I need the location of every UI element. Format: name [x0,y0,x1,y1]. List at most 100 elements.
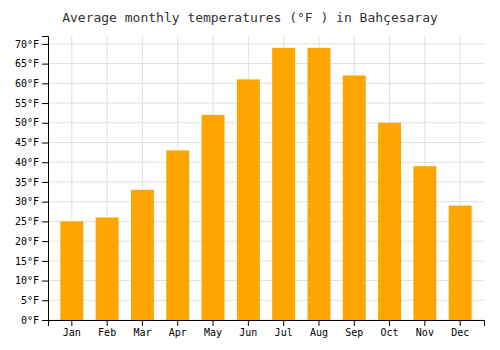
y-tick-mark [42,123,48,124]
y-tick-mark [42,182,48,183]
y-tick: 20°F [15,236,48,247]
x-tick-label: Sep [345,327,363,338]
y-tick-label: 40°F [15,157,39,168]
y-tick: 30°F [15,196,48,207]
x-tick-mark [354,320,355,326]
bar [343,75,366,320]
x-tick-label: Jun [239,327,257,338]
y-tick: 60°F [15,78,48,89]
y-axis: 0°F 5°F 10°F 15°F 20°F 25°F 30°F 35°F 40°F 45°F 50… [15,37,49,326]
x-tick: Oct [381,320,399,338]
y-tick-mark [42,44,48,45]
x-axis-line [49,321,485,327]
y-tick-mark [42,103,48,104]
y-tick: 10°F [15,275,48,286]
x-tick-label: Feb [98,327,116,338]
plot: 0°F 5°F 10°F 15°F 20°F 25°F 30°F 35°F 40°F 45°F 50… [15,36,485,338]
y-tick: 45°F [15,137,48,148]
bar [202,115,225,320]
title: Average monthly temperatures (°F ) in Ba… [62,10,438,25]
x-tick: Sep [345,320,363,338]
y-tick-label: 25°F [15,216,39,227]
y-tick-label: 65°F [15,58,39,69]
y-tick: 25°F [15,216,48,227]
x-tick-mark [177,320,178,326]
bar [413,166,436,320]
chart-container: 0°F 5°F 10°F 15°F 20°F 25°F 30°F 35°F 40°F 45°F 50… [0,0,500,350]
y-tick-mark [42,221,48,222]
y-axis-line [42,37,49,321]
x-tick-mark [213,320,214,326]
y-tick-label: 70°F [15,39,39,50]
y-tick: 55°F [15,98,48,109]
y-tick-label: 15°F [15,256,39,267]
x-tick-mark [283,320,284,326]
grid-line-y [48,43,484,44]
y-tick-label: 10°F [15,275,39,286]
x-tick-label: Apr [169,327,187,338]
x-tick: Feb [98,320,116,338]
x-tick-label: Jul [275,327,293,338]
y-tick: 15°F [15,256,48,267]
bar [60,221,83,320]
chart-svg: 0°F 5°F 10°F 15°F 20°F 25°F 30°F 35°F 40°F 45°F 50… [0,0,500,350]
x-tick: Aug [310,320,328,338]
y-tick: 35°F [15,177,48,188]
grid-line-y [48,122,484,123]
x-tick-mark [460,320,461,326]
y-tick-label: 30°F [15,196,39,207]
x-tick-label: Nov [416,327,434,338]
x-tick-label: May [204,327,222,338]
y-tick-mark [42,281,48,282]
bar [237,79,260,320]
y-tick-mark [42,83,48,84]
y-tick: 40°F [15,157,48,168]
x-tick-mark [107,320,108,326]
y-tick-mark [42,320,48,321]
grid-line-y [48,63,484,64]
grid-line-y [48,142,484,143]
x-tick-mark [318,320,319,326]
y-tick-mark [42,143,48,144]
y-tick-mark [42,261,48,262]
y-tick-label: 60°F [15,78,39,89]
y-tick-label: 55°F [15,98,39,109]
x-tick-mark [389,320,390,326]
grid [48,36,484,320]
bar [449,206,472,320]
x-tick: Mar [133,320,151,338]
x-tick: Jul [275,320,293,338]
x-tick-label: Oct [381,327,399,338]
grid-line-y [48,103,484,104]
grid-line-y [48,83,484,84]
bar [166,150,189,320]
y-tick: 70°F [15,39,48,50]
y-tick-mark [42,64,48,65]
x-tick: Jan [63,320,81,338]
y-tick-label: 45°F [15,137,39,148]
y-tick-label: 0°F [21,315,39,326]
x-tick-mark [248,320,249,326]
x-tick-mark [142,320,143,326]
y-tick: 50°F [15,117,48,128]
y-tick-label: 50°F [15,117,39,128]
bar [272,48,295,320]
x-tick: Nov [416,320,434,338]
y-tick-mark [42,202,48,203]
x-axis: JanFebMarAprMayJunJulAugSepOctNovDec [49,320,485,338]
y-tick: 5°F [21,295,48,306]
y-tick-label: 20°F [15,236,39,247]
y-tick-mark [42,300,48,301]
bar [378,123,401,320]
x-tick-label: Mar [133,327,151,338]
x-tick: Jun [239,320,257,338]
y-tick: 65°F [15,58,48,69]
y-tick-mark [42,162,48,163]
x-tick-mark [71,320,72,326]
y-tick-label: 35°F [15,177,39,188]
x-tick: May [204,320,222,338]
bar [96,217,119,320]
bar [307,48,330,320]
y-tick-mark [42,241,48,242]
x-tick: Apr [169,320,187,338]
